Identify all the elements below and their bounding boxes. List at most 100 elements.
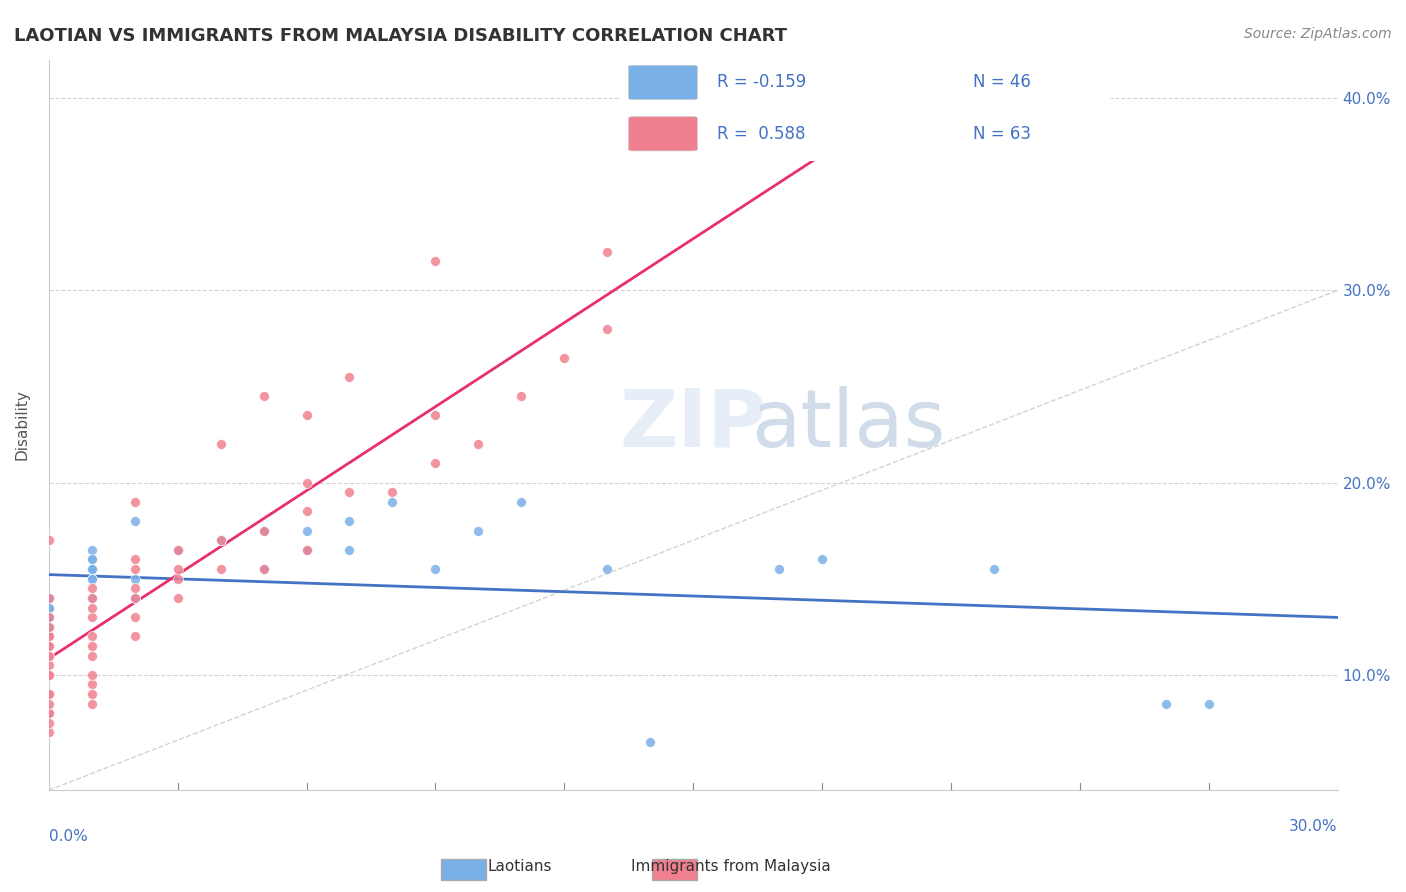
Point bbox=[80, 629, 103, 643]
Point bbox=[166, 572, 188, 586]
Point bbox=[80, 572, 103, 586]
Point bbox=[209, 533, 232, 548]
Point bbox=[596, 322, 619, 336]
Point bbox=[811, 552, 834, 566]
Point bbox=[38, 610, 60, 624]
Point bbox=[38, 620, 60, 634]
Point bbox=[339, 514, 361, 528]
Point bbox=[80, 591, 103, 605]
Point bbox=[38, 610, 60, 624]
Point bbox=[209, 533, 232, 548]
Point bbox=[80, 591, 103, 605]
Point bbox=[124, 572, 146, 586]
Point bbox=[38, 629, 60, 643]
Point bbox=[124, 582, 146, 596]
Point bbox=[38, 600, 60, 615]
Point bbox=[38, 610, 60, 624]
Point bbox=[38, 610, 60, 624]
Point bbox=[768, 562, 790, 576]
Point bbox=[339, 369, 361, 384]
Point bbox=[80, 610, 103, 624]
Point bbox=[295, 504, 318, 518]
Point bbox=[510, 495, 533, 509]
Point bbox=[38, 697, 60, 711]
Point bbox=[38, 725, 60, 739]
Point bbox=[80, 552, 103, 566]
Point bbox=[638, 735, 661, 749]
Point bbox=[38, 591, 60, 605]
Point bbox=[124, 591, 146, 605]
Point bbox=[38, 687, 60, 701]
Point bbox=[38, 706, 60, 721]
Point bbox=[38, 658, 60, 673]
Point bbox=[38, 591, 60, 605]
FancyBboxPatch shape bbox=[609, 52, 1121, 162]
Point bbox=[38, 600, 60, 615]
Point bbox=[252, 389, 274, 403]
Point bbox=[295, 475, 318, 490]
Point bbox=[467, 437, 489, 451]
Y-axis label: Disability: Disability bbox=[15, 390, 30, 460]
Point bbox=[80, 668, 103, 682]
Point bbox=[80, 572, 103, 586]
Point bbox=[295, 524, 318, 538]
Point bbox=[295, 542, 318, 557]
Point bbox=[425, 562, 447, 576]
Point bbox=[295, 409, 318, 423]
Point bbox=[295, 542, 318, 557]
Point bbox=[124, 591, 146, 605]
Point bbox=[209, 562, 232, 576]
Point bbox=[38, 639, 60, 653]
Point bbox=[38, 668, 60, 682]
Point bbox=[80, 582, 103, 596]
Point bbox=[80, 562, 103, 576]
Text: ZIP: ZIP bbox=[620, 386, 766, 464]
Point bbox=[553, 351, 575, 365]
Point bbox=[124, 552, 146, 566]
Point bbox=[1154, 697, 1177, 711]
Text: Source: ZipAtlas.com: Source: ZipAtlas.com bbox=[1244, 27, 1392, 41]
Point bbox=[80, 562, 103, 576]
Point bbox=[124, 629, 146, 643]
Point bbox=[38, 620, 60, 634]
Point bbox=[166, 542, 188, 557]
FancyBboxPatch shape bbox=[628, 65, 697, 100]
Point bbox=[80, 677, 103, 691]
Text: atlas: atlas bbox=[751, 386, 945, 464]
Point bbox=[252, 524, 274, 538]
Text: 0.0%: 0.0% bbox=[49, 829, 87, 844]
Point bbox=[38, 715, 60, 730]
Point bbox=[596, 562, 619, 576]
Point bbox=[38, 706, 60, 721]
Point bbox=[38, 620, 60, 634]
Bar bbox=[441, 859, 486, 880]
Point bbox=[124, 495, 146, 509]
FancyBboxPatch shape bbox=[628, 117, 697, 151]
Point bbox=[80, 639, 103, 653]
Point bbox=[166, 591, 188, 605]
Text: R =  0.588: R = 0.588 bbox=[717, 125, 806, 143]
Point bbox=[209, 533, 232, 548]
Point bbox=[38, 533, 60, 548]
Point bbox=[381, 495, 404, 509]
Point bbox=[38, 668, 60, 682]
Point bbox=[425, 254, 447, 268]
Point bbox=[1198, 697, 1220, 711]
Point bbox=[252, 524, 274, 538]
Point bbox=[38, 648, 60, 663]
Point bbox=[38, 591, 60, 605]
Point bbox=[80, 600, 103, 615]
Point bbox=[80, 552, 103, 566]
Text: Immigrants from Malaysia: Immigrants from Malaysia bbox=[631, 859, 831, 874]
Point bbox=[80, 697, 103, 711]
Point bbox=[38, 629, 60, 643]
Point bbox=[467, 524, 489, 538]
Text: N = 46: N = 46 bbox=[973, 73, 1031, 91]
Point bbox=[983, 562, 1005, 576]
Point bbox=[38, 610, 60, 624]
Point bbox=[80, 687, 103, 701]
Point bbox=[80, 562, 103, 576]
Point bbox=[252, 562, 274, 576]
Point bbox=[166, 542, 188, 557]
Point bbox=[252, 562, 274, 576]
